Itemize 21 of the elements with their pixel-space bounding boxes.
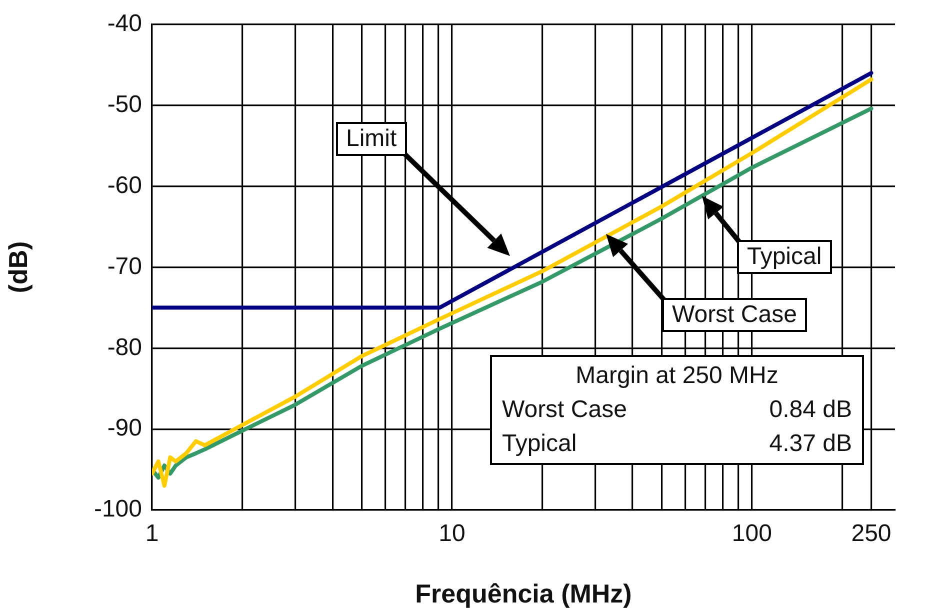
annotation: Worst Case <box>662 298 807 332</box>
annotation: Typical <box>502 429 577 459</box>
annotation: Margin at 250 MHz <box>574 361 780 391</box>
annotation: Worst Case <box>502 395 627 425</box>
annotation: 4.37 dB <box>769 429 852 459</box>
y-tick-label: -100 <box>94 496 142 523</box>
y-tick-label: -60 <box>107 172 142 199</box>
y-tick-label: -70 <box>107 252 142 280</box>
y-tick-label: -40 <box>107 10 142 38</box>
annotation: Typical <box>737 240 832 274</box>
annotation: Limit <box>336 122 407 156</box>
x-axis-title: Frequência (MHz) <box>415 578 632 609</box>
x-tick-label: 100 <box>732 520 772 548</box>
x-tick-label: 10 <box>438 520 466 548</box>
y-tick-label: -50 <box>107 90 142 118</box>
x-tick-label: 1 <box>145 520 159 548</box>
y-tick-label: -90 <box>107 414 142 442</box>
annotation: 0.84 dB <box>769 395 852 425</box>
x-tick-label: 250 <box>851 520 892 548</box>
y-axis-title: (dB) <box>2 241 33 294</box>
y-tick-label: -80 <box>107 334 142 361</box>
